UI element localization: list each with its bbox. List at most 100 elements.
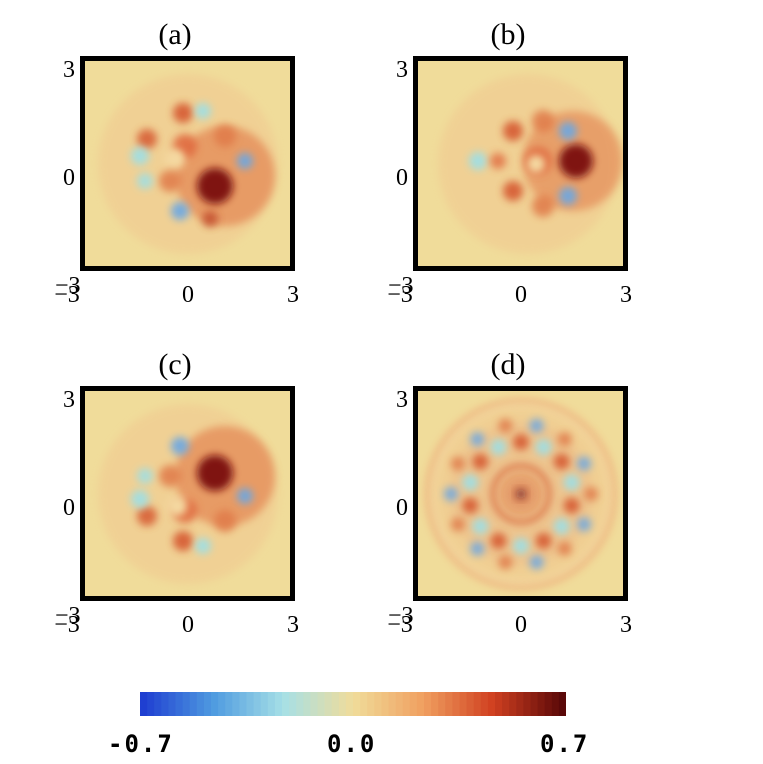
x-tick-label: 0	[515, 612, 527, 638]
heatmap-blob	[171, 202, 189, 220]
plot-area	[80, 386, 295, 601]
heatmap-image	[438, 74, 623, 254]
plot-area	[413, 56, 628, 271]
colorbar-step	[438, 692, 446, 716]
heatmap-blob	[553, 453, 570, 470]
colorbar-step	[416, 692, 425, 716]
y-tick-label: 3	[396, 57, 408, 83]
colorbar-step	[168, 692, 177, 716]
heatmap-blob	[159, 465, 181, 487]
colorbar-step	[310, 692, 319, 716]
colorbar-step	[502, 692, 510, 716]
x-tick-label: 3	[620, 612, 632, 638]
colorbar-step	[381, 692, 390, 716]
heatmap-blob	[159, 170, 181, 192]
x-tick-label: 0	[182, 612, 194, 638]
y-tick-label: 3	[396, 387, 408, 413]
colorbar-step	[388, 692, 397, 716]
colorbar-step	[495, 692, 503, 716]
colorbar-step	[516, 692, 524, 716]
heatmap-blob	[237, 488, 253, 504]
heatmap-blob	[173, 103, 193, 123]
colorbar-step	[274, 692, 283, 716]
colorbar-step	[324, 692, 333, 716]
heatmap-blob	[553, 518, 570, 535]
colorbar-step	[345, 692, 354, 716]
x-tick-label: 0	[515, 282, 527, 308]
colorbar-step	[317, 692, 326, 716]
plot-area	[80, 56, 295, 271]
heatmap-blob	[498, 555, 513, 570]
colorbar-gradient	[140, 692, 567, 716]
heatmap-blob	[503, 121, 523, 141]
colorbar-step	[452, 692, 461, 716]
colorbar-step	[225, 692, 233, 716]
heatmap-blob	[529, 555, 544, 570]
heatmap-blob	[197, 455, 233, 491]
heatmap-blob	[462, 474, 479, 491]
x-tick-label: −3	[387, 282, 413, 308]
heatmap-blob	[513, 538, 529, 554]
heatmap-blob	[197, 168, 233, 204]
heatmap-blob	[577, 517, 592, 532]
x-tick-label: −3	[387, 612, 413, 638]
colorbar-max-label: 0.7	[540, 730, 590, 758]
heatmap-blob	[195, 538, 211, 554]
heatmap-blob	[470, 432, 485, 447]
heatmap-blob	[532, 110, 554, 132]
colorbar-step	[154, 692, 162, 716]
heatmap-blob	[490, 153, 506, 169]
colorbar-step	[338, 692, 347, 716]
colorbar-step	[558, 692, 567, 716]
heatmap-image	[98, 404, 278, 584]
heatmap-image	[98, 74, 278, 254]
colorbar-step	[196, 692, 205, 716]
heatmap-blob	[490, 532, 507, 549]
colorbar-step	[239, 692, 248, 716]
colorbar-step	[360, 692, 368, 716]
heatmap-blob	[137, 506, 157, 526]
heatmap-blob	[462, 497, 479, 514]
colorbar-step	[289, 692, 297, 716]
panel-title: (a)	[158, 18, 192, 51]
panel-c: (c) 3 0 −3 −3 0 3	[54, 348, 299, 638]
colorbar-step	[544, 692, 553, 716]
heatmap-ring	[491, 464, 551, 524]
heatmap-blob	[214, 125, 236, 147]
heatmap-blob	[535, 532, 552, 549]
heatmap-blob	[444, 487, 458, 501]
panel-title: (c)	[158, 348, 192, 381]
heatmap-blob	[137, 468, 153, 484]
colorbar-min-label: -0.7	[108, 730, 174, 758]
heatmap-blob	[529, 418, 544, 433]
colorbar-step	[395, 692, 404, 716]
heatmap-blob	[472, 518, 489, 535]
colorbar-step	[466, 692, 475, 716]
heatmap-blob	[516, 489, 526, 499]
colorbar-step	[374, 692, 382, 716]
y-tick-label: 3	[63, 57, 75, 83]
heatmap-image	[423, 396, 619, 592]
colorbar-step	[218, 692, 226, 716]
heatmap-blob	[584, 487, 598, 501]
panel-b: (b) 3 0 −3 −3 0 3	[387, 18, 632, 308]
y-tick-label: 0	[396, 495, 408, 521]
colorbar-step	[530, 692, 539, 716]
heatmap-blob	[490, 439, 507, 456]
colorbar-step	[147, 692, 155, 716]
colorbar-step	[211, 692, 219, 716]
heatmap-ring	[427, 400, 615, 588]
heatmap-blob	[563, 474, 580, 491]
heatmap-blob	[165, 149, 185, 169]
heatmap-blob	[470, 541, 485, 556]
heatmap-blob	[202, 211, 218, 227]
colorbar-step	[509, 692, 517, 716]
panel-title: (b)	[490, 18, 526, 51]
x-tick-label: 3	[620, 282, 632, 308]
heatmap-blob	[557, 432, 572, 447]
y-tick-label: 3	[63, 387, 75, 413]
colorbar-step	[182, 692, 191, 716]
heatmap-blob	[559, 187, 577, 205]
heatmap-blob	[559, 144, 593, 178]
heatmap-blob	[195, 103, 211, 119]
